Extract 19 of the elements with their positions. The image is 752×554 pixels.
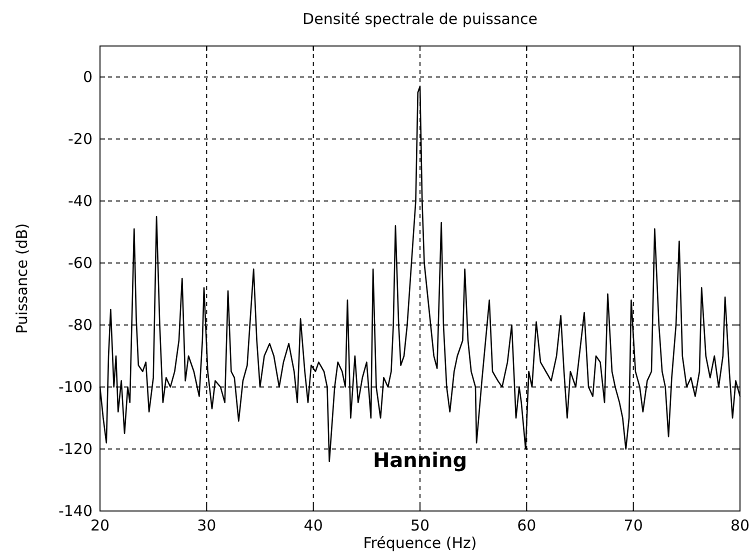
x-tick-label: 80 (730, 516, 750, 534)
x-tick-label: 50 (410, 516, 430, 534)
y-axis-title: Puissance (dB) (13, 223, 31, 334)
y-tick-label: -60 (68, 254, 92, 272)
annotation: Hanning (372, 448, 468, 472)
x-tick-label: 20 (90, 516, 110, 534)
y-tick-label: -40 (68, 192, 92, 210)
y-tick-label: -20 (68, 130, 92, 148)
x-tick-label: 70 (624, 516, 643, 534)
x-tick-label: 30 (197, 516, 216, 534)
x-tick-label: 60 (517, 516, 536, 534)
y-tick-label: -80 (68, 316, 92, 334)
x-axis-title: Fréquence (Hz) (363, 534, 477, 552)
chart-title: Densité spectrale de puissance (302, 10, 538, 28)
y-tick-label: -120 (58, 440, 92, 458)
y-tick-label: -100 (58, 378, 92, 396)
y-tick-label: -140 (58, 502, 92, 520)
y-tick-label: 0 (82, 68, 92, 86)
x-tick-label: 40 (304, 516, 323, 534)
